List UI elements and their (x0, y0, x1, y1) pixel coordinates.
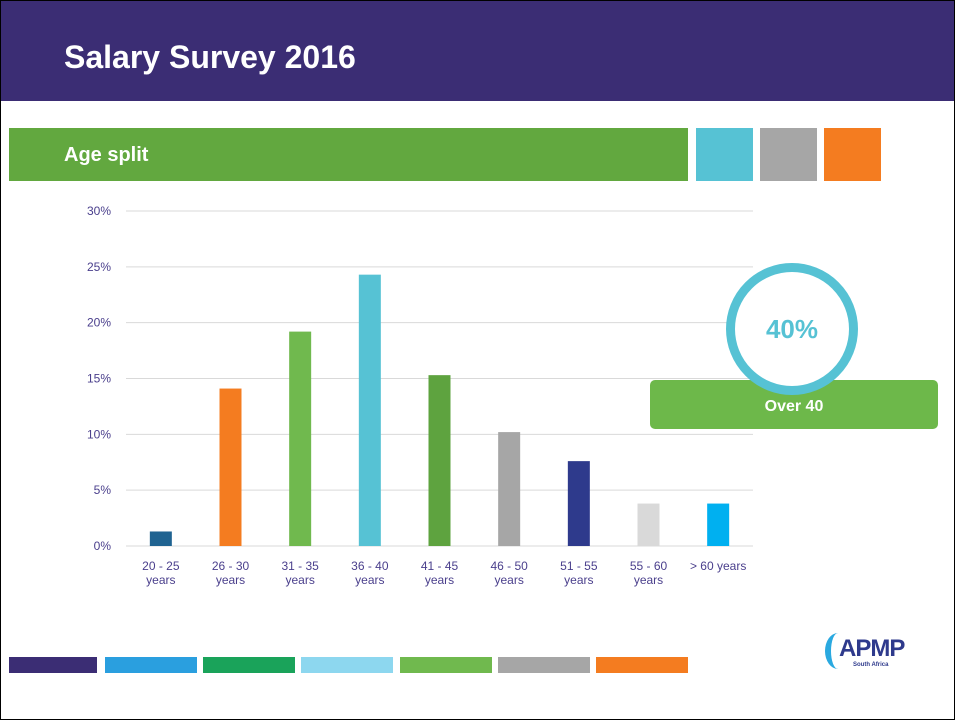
decor-strip (301, 657, 393, 673)
logo-tagline: South Africa (853, 662, 889, 668)
bar (567, 461, 590, 546)
y-tick-label: 20% (87, 316, 111, 330)
callout-value: 40% (765, 314, 819, 344)
section-title: Age split (64, 144, 149, 166)
x-tick-label: 26 - 30 years (211, 559, 250, 587)
x-tick-label: 20 - 25 years (142, 559, 180, 587)
y-tick-label: 30% (87, 204, 111, 218)
header-bar (1, 1, 954, 101)
decor-square (696, 128, 753, 181)
decor-square (760, 128, 817, 181)
decor-square (824, 128, 881, 181)
bar (289, 331, 312, 546)
decor-strip (596, 657, 688, 673)
section-bar (9, 128, 688, 181)
y-tick-label: 25% (87, 260, 111, 274)
logo-arc (825, 633, 851, 669)
callout-label: Over 40 (764, 398, 824, 415)
slide-title: Salary Survey 2016 (64, 39, 356, 75)
bar (637, 503, 660, 546)
callout-circle (726, 263, 858, 395)
bar (149, 531, 172, 546)
bar (498, 432, 521, 546)
x-tick-label: 41 - 45 years (420, 559, 459, 587)
decor-strip (9, 657, 97, 673)
decor-strip (203, 657, 295, 673)
bar (707, 503, 730, 546)
x-tick-label: > 60 years (689, 559, 747, 573)
logo-name: APMP (839, 635, 905, 662)
decor-strip (498, 657, 590, 673)
x-tick-label: 31 - 35 years (281, 559, 319, 587)
y-tick-label: 15% (87, 372, 111, 386)
y-tick-label: 10% (87, 427, 111, 441)
bar (219, 388, 242, 546)
x-tick-label: 51 - 55 years (560, 559, 598, 587)
x-tick-label: 46 - 50 years (490, 559, 528, 587)
bar (428, 375, 451, 546)
decor-strip (400, 657, 492, 673)
x-tick-label: 36 - 40 years (351, 559, 389, 587)
decor-strip (105, 657, 197, 673)
bar (358, 274, 381, 546)
x-tick-label: 55 - 60 years (629, 559, 668, 587)
y-tick-label: 0% (94, 539, 112, 553)
y-tick-label: 5% (94, 483, 112, 497)
